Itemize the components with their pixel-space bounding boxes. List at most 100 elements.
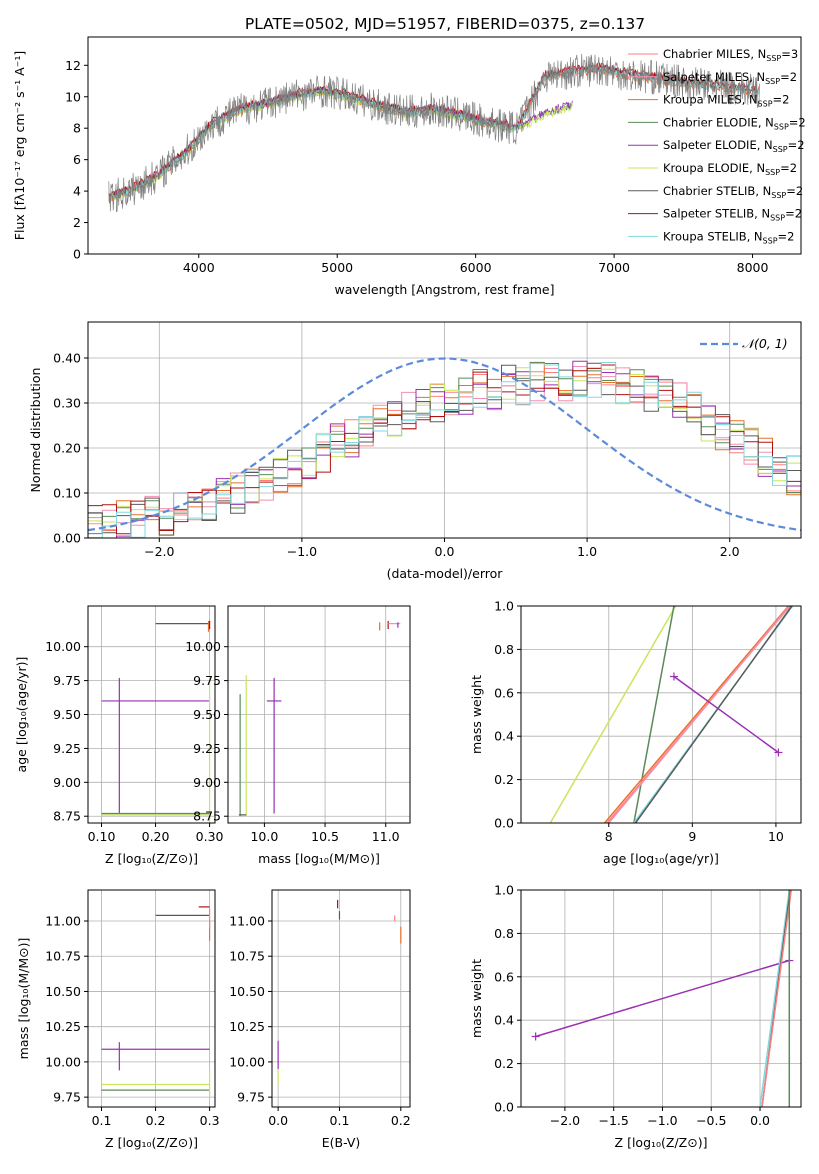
x-tick-label: 0.10 (88, 829, 116, 844)
weight-line (673, 675, 779, 754)
y-tick-label: 10.00 (45, 1054, 81, 1069)
y-tick-label: 6 (73, 152, 81, 167)
panel-age_vs_mass: 10.0 10.5 11.0 8.75 9.00 9.25 9.50 9.75 10.00 mas… (185, 605, 411, 866)
y-tick-label: 0.6 (494, 685, 514, 700)
y-axis-label: Normed distribution (28, 368, 43, 493)
x-tick-label: 0.3 (200, 1113, 220, 1128)
y-tick-label: 0.40 (53, 351, 81, 366)
x-axis-label: Z [log₁₀(Z/Z⊙)] (105, 1135, 198, 1150)
weight-line (549, 605, 677, 824)
x-tick-label: 0.20 (142, 829, 170, 844)
y-tick-label: 10.00 (45, 639, 81, 654)
plot-area-residuals: 𝒩(0, 1) (87, 336, 802, 539)
x-tick-label: 6000 (460, 260, 492, 275)
y-tick-label: 0.00 (53, 531, 81, 546)
panel-residuals: 𝒩(0, 1) −2.0 −1.0 0.0 1.0 2.0 0.00 0.10 0.20 0.30… (28, 321, 802, 581)
panel-weight_vs_age: 8 9 10 0.0 0.2 0.4 0.6 0.8 1.0 age [log₁₀(age/yr)… (469, 599, 802, 866)
legend-entry: Chabrier STELIB, NSSP=2 (663, 184, 803, 200)
y-tick-label: 9.75 (53, 1090, 81, 1105)
x-tick-label: −2.0 (144, 544, 174, 559)
y-tick-label: 8.75 (193, 809, 221, 824)
residual-histogram (88, 362, 801, 539)
y-tick-label: 10.50 (229, 984, 265, 999)
y-tick-label: 4 (73, 184, 81, 199)
y-tick-label: 0.20 (53, 441, 81, 456)
x-tick-label: 1.0 (577, 544, 597, 559)
plot-area-weight_vs_Z (531, 889, 794, 1108)
x-tick-label: 4000 (183, 260, 215, 275)
y-tick-label: 10.75 (229, 949, 265, 964)
panel-mass_vs_Z: 0.1 0.2 0.3 9.75 10.00 10.25 10.50 10.75 11.00 Z … (16, 889, 220, 1150)
legend-entry: 𝒩(0, 1) (742, 336, 788, 351)
y-tick-label: 9.75 (53, 673, 81, 688)
y-tick-label: 0.4 (494, 1013, 514, 1028)
weight-line (604, 605, 790, 824)
axes-frame (271, 889, 411, 1108)
x-tick-label: 0.0 (268, 1113, 288, 1128)
x-axis-label: mass [log₁₀(M/M⊙)] (258, 851, 380, 866)
y-tick-label: 11.00 (45, 914, 81, 929)
panel-spectrum: Chabrier MILES, NSSP=3 Salpeter MILES, NS… (12, 36, 806, 297)
axes-frame (87, 321, 802, 539)
x-tick-label: 0.0 (435, 544, 455, 559)
y-tick-label: 10.00 (229, 1054, 265, 1069)
y-tick-label: 0.8 (494, 642, 514, 657)
model-spectrum-line (108, 63, 673, 201)
x-tick-label: 5000 (321, 260, 353, 275)
x-tick-label: 10.0 (250, 829, 278, 844)
y-tick-label: 9.75 (237, 1090, 265, 1105)
weight-line (633, 605, 675, 824)
y-tick-label: 2 (73, 215, 81, 230)
y-axis-label: Flux [fλ10⁻¹⁷ erg cm⁻² s⁻¹ A⁻¹] (12, 51, 27, 240)
x-axis-label: age [log₁₀(age/yr)] (603, 851, 719, 866)
weight-line (759, 889, 791, 1108)
y-tick-label: 10.25 (45, 1019, 81, 1034)
y-tick-label: 9.50 (53, 707, 81, 722)
y-tick-label: 10.50 (45, 984, 81, 999)
x-axis-label: wavelength [Angstrom, rest frame] (334, 282, 554, 297)
y-tick-label: 12 (65, 58, 81, 73)
axes-frame (87, 36, 802, 255)
figure-title: PLATE=0502, MJD=51957, FIBERID=0375, z=0… (245, 15, 645, 33)
axes-frame (520, 889, 802, 1108)
y-tick-label: 9.00 (53, 775, 81, 790)
x-tick-label: 11.0 (372, 829, 400, 844)
y-tick-label: 10 (65, 89, 81, 104)
axes-frame (520, 605, 802, 824)
x-tick-label: −2.0 (550, 1113, 580, 1128)
x-tick-label: 0.1 (330, 1113, 350, 1128)
y-tick-label: 10.75 (45, 949, 81, 964)
y-tick-label: 0.8 (494, 926, 514, 941)
y-tick-label: 0.2 (494, 772, 514, 787)
y-tick-label: 0.0 (494, 816, 514, 831)
x-axis-label: E(B-V) (322, 1135, 361, 1150)
axes-frame (87, 889, 216, 1108)
x-tick-label: −1.0 (647, 1113, 677, 1128)
y-tick-label: 0.30 (53, 396, 81, 411)
y-tick-label: 0.4 (494, 729, 514, 744)
y-tick-label: 0.10 (53, 486, 81, 501)
y-tick-label: 1.0 (494, 599, 514, 614)
x-tick-label: 10.5 (311, 829, 339, 844)
plot-area-mass_vs_Z (101, 906, 211, 1098)
y-tick-label: 9.50 (193, 707, 221, 722)
y-axis-label: age [log₁₀(age/yr)] (14, 657, 29, 773)
y-tick-label: 11.00 (229, 914, 265, 929)
y-tick-label: 0.2 (494, 1056, 514, 1071)
y-tick-label: 8 (73, 121, 81, 136)
x-tick-label: 8000 (737, 260, 769, 275)
y-tick-label: 0.6 (494, 969, 514, 984)
normal-curve (87, 357, 802, 532)
weight-line (535, 959, 790, 1038)
y-tick-label: 9.75 (193, 673, 221, 688)
chart-panels: Chabrier MILES, NSSP=3 Salpeter MILES, NS… (12, 36, 806, 1150)
y-tick-label: 10.00 (185, 639, 221, 654)
axes-frame (227, 605, 411, 824)
y-tick-label: 9.25 (193, 741, 221, 756)
plot-area-age_vs_mass (238, 620, 401, 817)
x-tick-label: 7000 (598, 260, 630, 275)
x-tick-label: 10 (768, 829, 784, 844)
y-axis-label: mass weight (469, 675, 484, 754)
y-tick-label: 10.25 (229, 1019, 265, 1034)
